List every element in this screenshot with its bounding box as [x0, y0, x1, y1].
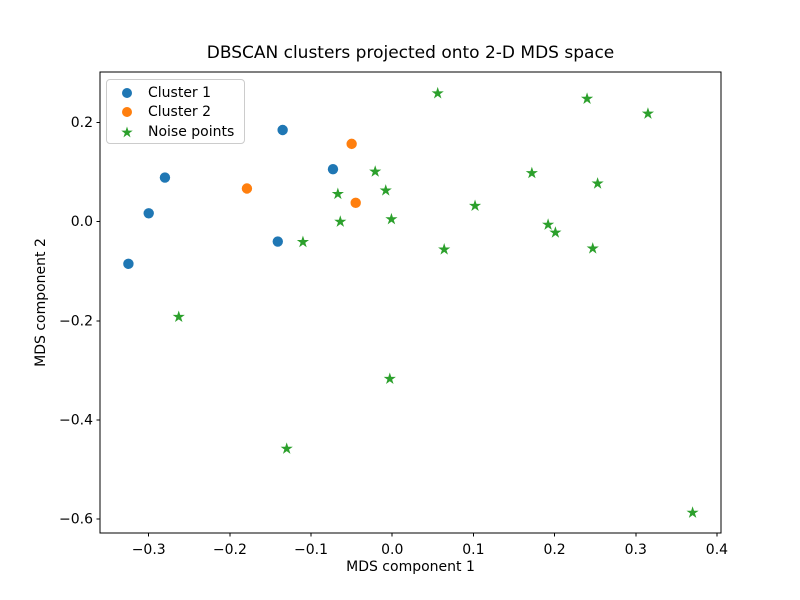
legend-label-cluster-1: Cluster 1 — [148, 84, 212, 101]
y-axis-label: MDS component 2 — [33, 238, 49, 367]
svg-text:0.4: 0.4 — [706, 542, 728, 558]
svg-text:0.2: 0.2 — [71, 115, 93, 131]
svg-text:−0.3: −0.3 — [132, 542, 166, 558]
legend-item-noise-points: Noise points — [107, 122, 244, 142]
svg-text:0.0: 0.0 — [381, 542, 403, 558]
svg-text:0.0: 0.0 — [71, 214, 93, 230]
x-axis-label: MDS component 1 — [346, 559, 475, 575]
noise-points-marker-icon — [119, 124, 135, 140]
svg-text:−0.2: −0.2 — [213, 542, 247, 558]
cluster-1-marker-icon — [119, 85, 135, 101]
legend-label-cluster-2: Cluster 2 — [148, 104, 212, 121]
plot-area: −0.3 −0.2 −0.1 0.0 0.1 0.2 0.3 0.4 0.2 0.0 −0.2 −0.… — [59, 71, 728, 558]
legend-item-cluster-1: Cluster 1 — [107, 83, 244, 103]
svg-text:0.2: 0.2 — [543, 542, 565, 558]
svg-text:0.1: 0.1 — [462, 542, 484, 558]
svg-text:−0.6: −0.6 — [59, 512, 93, 528]
legend: Cluster 1 Cluster 2 Noise points — [106, 79, 245, 144]
cluster-2-marker-icon — [119, 104, 135, 120]
svg-text:−0.1: −0.1 — [294, 542, 328, 558]
chart-title: DBSCAN clusters projected onto 2-D MDS s… — [207, 43, 615, 63]
svg-text:−0.2: −0.2 — [59, 313, 93, 329]
legend-label-noise-points: Noise points — [148, 123, 235, 140]
svg-text:0.3: 0.3 — [625, 542, 647, 558]
svg-text:−0.4: −0.4 — [59, 412, 93, 428]
legend-item-cluster-2: Cluster 2 — [107, 103, 244, 123]
